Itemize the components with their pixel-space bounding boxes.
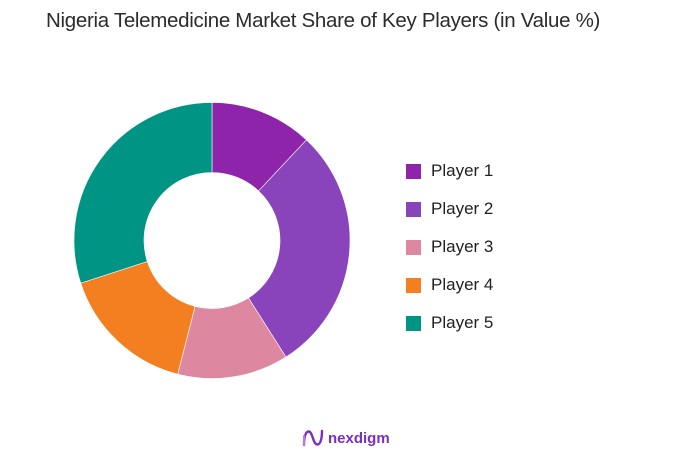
- legend-swatch: [406, 315, 421, 331]
- legend-item: Player 1: [406, 152, 493, 190]
- legend-swatch: [406, 163, 421, 179]
- donut-slice-player-5: [73, 102, 213, 284]
- chart-legend: Player 1 Player 2 Player 3 Player 4 Player 5: [406, 152, 493, 342]
- brand-logo: nexdigm: [302, 428, 390, 448]
- legend-item: Player 3: [406, 228, 493, 266]
- legend-swatch: [406, 201, 421, 217]
- legend-label: Player 2: [431, 199, 494, 218]
- donut-slice-player-2: [248, 139, 351, 358]
- nexdigm-logo-icon: [302, 429, 324, 447]
- legend-item: Player 2: [406, 190, 493, 228]
- legend-label: Player 5: [431, 313, 494, 332]
- legend-item: Player 4: [406, 266, 493, 304]
- legend-label: Player 4: [431, 275, 494, 294]
- legend-swatch: [406, 239, 421, 255]
- legend-label: Player 1: [431, 161, 494, 180]
- legend-item: Player 5: [406, 304, 493, 342]
- legend-swatch: [406, 277, 421, 293]
- chart-title: Nigeria Telemedicine Market Share of Key…: [46, 9, 601, 32]
- brand-name: nexdigm: [328, 429, 390, 447]
- donut-slice-player-4: [80, 261, 196, 375]
- legend-label: Player 3: [431, 237, 494, 256]
